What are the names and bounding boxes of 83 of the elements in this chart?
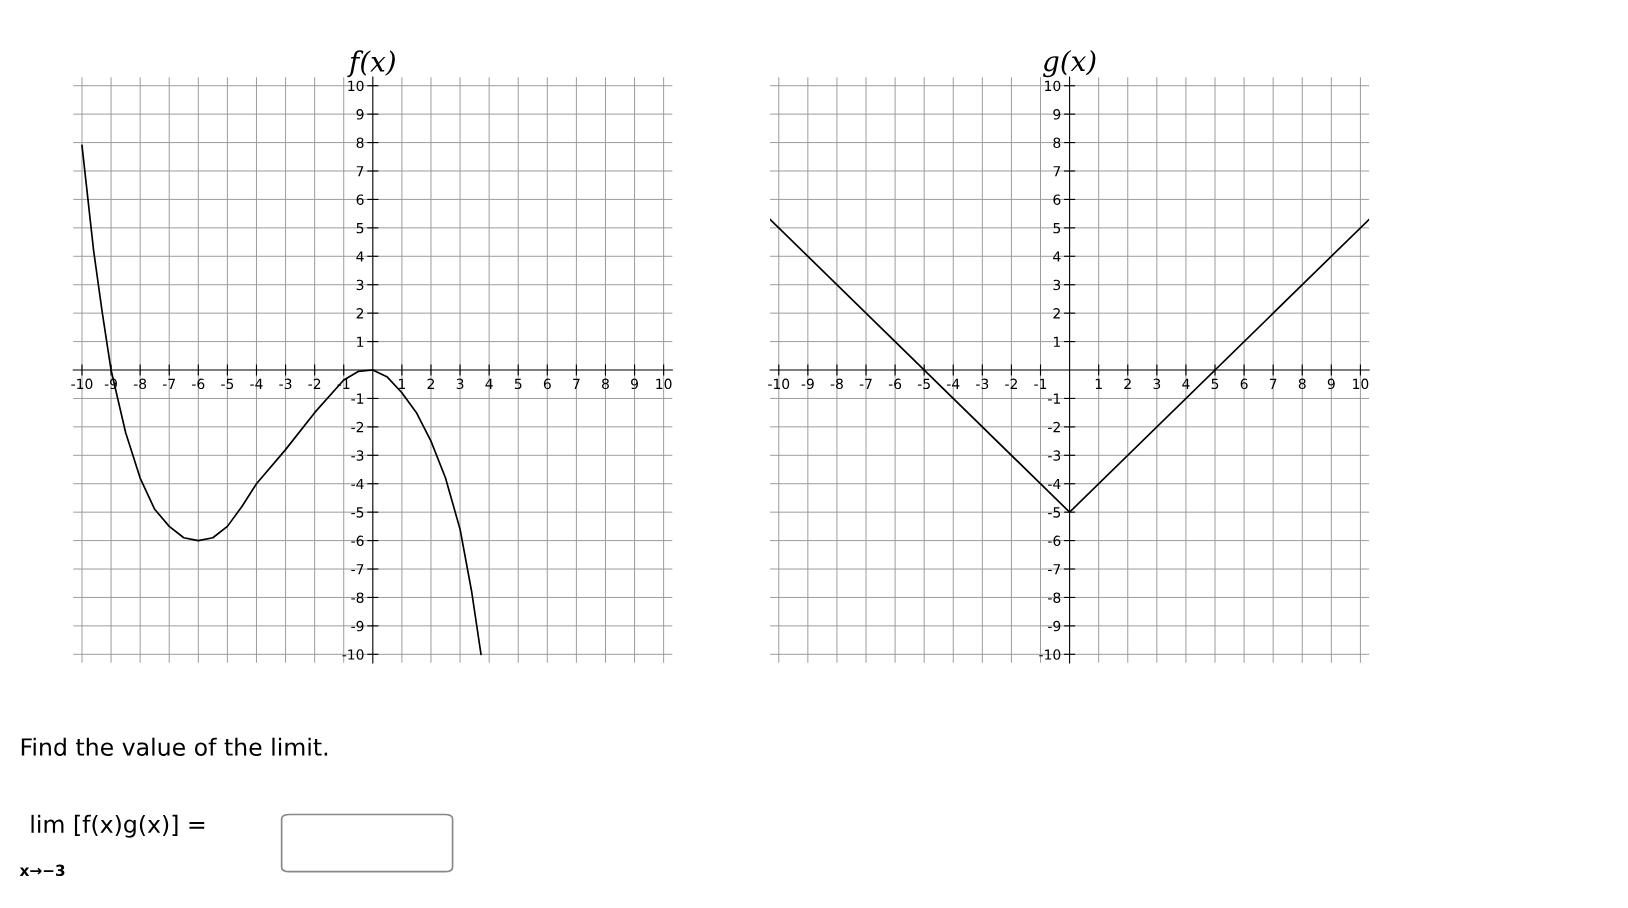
x-tick-label: -9 bbox=[801, 378, 814, 390]
y-tick-label: 3 bbox=[1053, 279, 1061, 291]
chart-title: g(x) bbox=[1043, 49, 1096, 78]
y-tick-label: 2 bbox=[1053, 308, 1060, 319]
y-tick-label: 1 bbox=[357, 336, 364, 347]
y-tick-label: -9 bbox=[1048, 620, 1061, 632]
x-tick-label: -7 bbox=[162, 378, 175, 389]
y-tick-label: 10 bbox=[348, 80, 364, 92]
y-tick-label: -9 bbox=[351, 620, 364, 632]
y-tick-label: -8 bbox=[351, 592, 364, 603]
x-tick-label: -3 bbox=[976, 378, 989, 390]
x-tick-label: -8 bbox=[133, 378, 147, 390]
x-tick-label: -3 bbox=[279, 378, 292, 390]
x-tick-label: -4 bbox=[947, 378, 960, 389]
text: lim [f(x)g(x)] = bbox=[31, 814, 205, 838]
y-tick-label: -7 bbox=[1048, 564, 1061, 575]
x-tick-label: -2 bbox=[308, 378, 321, 389]
x-tick-label: 10 bbox=[656, 378, 672, 390]
x-tick-label: 3 bbox=[1153, 378, 1161, 390]
x-tick-label: -6 bbox=[192, 378, 205, 390]
x-tick-label: -7 bbox=[859, 378, 872, 389]
y-tick-label: -2 bbox=[1048, 421, 1060, 433]
chart-title: f(x) bbox=[347, 50, 395, 78]
y-tick-label: -8 bbox=[1048, 592, 1061, 603]
x-tick-label: 4 bbox=[1182, 378, 1190, 389]
y-tick-label: 7 bbox=[356, 166, 364, 177]
y-tick-label: -3 bbox=[351, 450, 364, 461]
x-tick-label: 6 bbox=[1240, 378, 1248, 390]
text: Find the value of the limit. bbox=[21, 737, 328, 756]
x-tick-label: 5 bbox=[514, 378, 522, 390]
y-tick-label: 3 bbox=[356, 279, 364, 291]
x-tick-label: 2 bbox=[427, 378, 434, 389]
y-tick-label: 10 bbox=[1045, 80, 1061, 92]
x-tick-label: -8 bbox=[830, 378, 843, 390]
x-tick-label: 7 bbox=[573, 378, 580, 389]
y-tick-label: 5 bbox=[1053, 223, 1061, 234]
y-tick-label: -6 bbox=[1048, 535, 1061, 547]
x-tick-label: 1 bbox=[399, 378, 406, 389]
x-tick-label: 4 bbox=[485, 378, 493, 389]
y-tick-label: 8 bbox=[1053, 137, 1061, 149]
y-tick-label: 5 bbox=[356, 223, 364, 234]
y-tick-label: 6 bbox=[1053, 194, 1061, 205]
y-tick-label: 9 bbox=[1053, 109, 1061, 120]
x-tick-label: -1 bbox=[1034, 378, 1047, 389]
x-tick-label: 9 bbox=[631, 378, 638, 390]
x-tick-label: 1 bbox=[1095, 378, 1102, 389]
y-tick-label: 9 bbox=[356, 109, 364, 120]
x-tick-label: 2 bbox=[1124, 378, 1131, 389]
y-tick-label: -5 bbox=[1048, 507, 1061, 518]
y-tick-label: 7 bbox=[1053, 166, 1061, 177]
x-tick-label: -5 bbox=[917, 378, 930, 390]
y-tick-label: -1 bbox=[1048, 393, 1060, 404]
y-tick-label: 4 bbox=[356, 251, 364, 262]
y-tick-label: -5 bbox=[351, 507, 364, 518]
y-tick-label: -6 bbox=[351, 535, 364, 547]
y-tick-label: -1 bbox=[351, 393, 364, 404]
y-tick-label: -10 bbox=[342, 649, 364, 660]
x-tick-label: -10 bbox=[768, 378, 790, 390]
y-tick-label: -4 bbox=[1048, 478, 1061, 490]
y-tick-label: -7 bbox=[351, 564, 364, 575]
x-tick-label: 5 bbox=[1211, 378, 1219, 390]
text: x→−3 bbox=[19, 864, 65, 877]
x-tick-label: -4 bbox=[250, 378, 263, 389]
y-tick-label: -3 bbox=[1048, 450, 1061, 461]
x-tick-label: 10 bbox=[1353, 378, 1369, 390]
x-tick-label: 9 bbox=[1327, 378, 1335, 390]
y-tick-label: 6 bbox=[356, 194, 364, 205]
x-tick-label: -5 bbox=[221, 378, 234, 390]
y-tick-label: -2 bbox=[351, 421, 364, 433]
x-tick-label: 8 bbox=[602, 378, 609, 390]
y-tick-label: 8 bbox=[356, 137, 364, 149]
x-tick-label: 8 bbox=[1298, 378, 1306, 390]
y-tick-label: -10 bbox=[1039, 649, 1061, 660]
x-tick-label: 7 bbox=[1269, 378, 1277, 389]
x-tick-label: 3 bbox=[456, 378, 464, 390]
y-tick-label: 4 bbox=[1053, 251, 1061, 262]
x-tick-label: -6 bbox=[888, 378, 902, 390]
x-tick-label: 6 bbox=[543, 378, 551, 390]
x-tick-label: -10 bbox=[71, 378, 93, 390]
y-tick-label: 1 bbox=[1053, 336, 1060, 347]
y-tick-label: 2 bbox=[356, 308, 364, 319]
y-tick-label: -4 bbox=[351, 478, 364, 490]
x-tick-label: -2 bbox=[1005, 378, 1017, 389]
